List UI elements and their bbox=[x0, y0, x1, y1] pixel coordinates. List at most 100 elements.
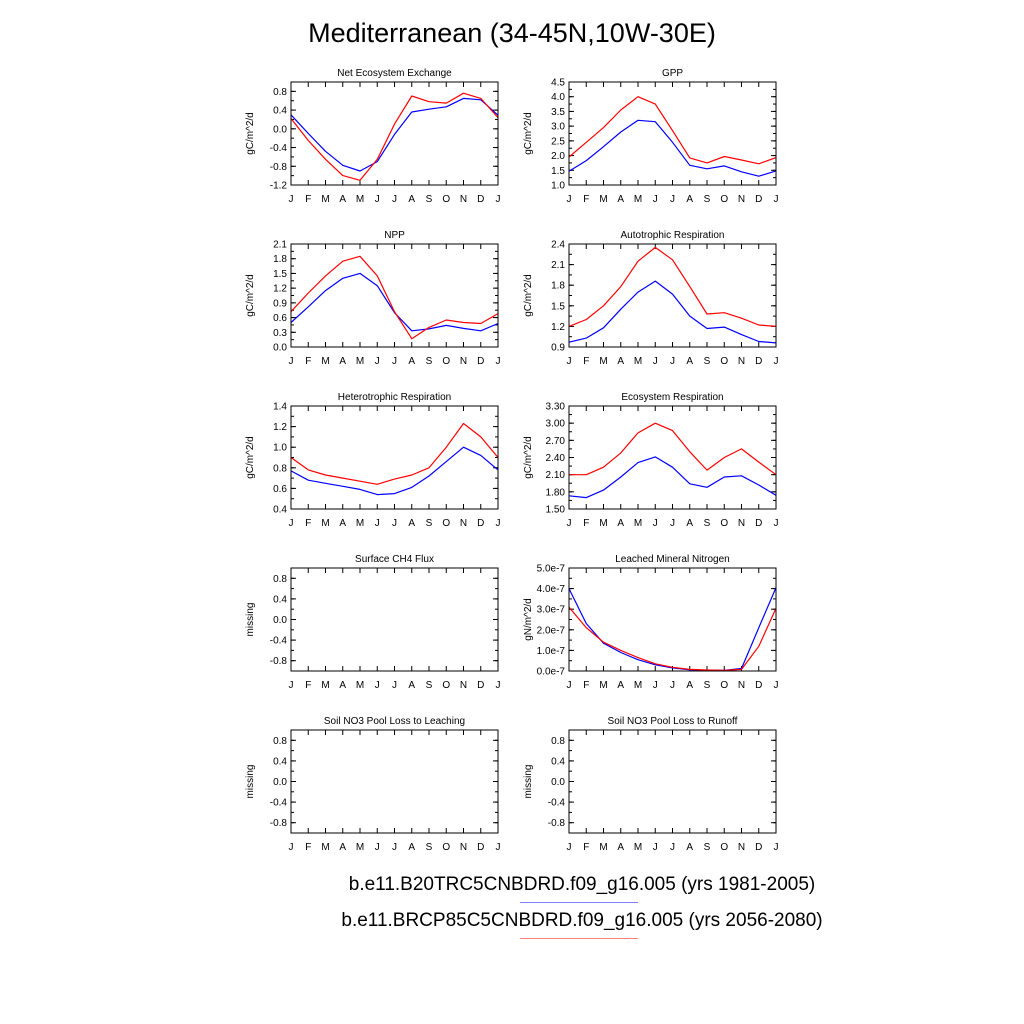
y-tick-label: -0.8 bbox=[548, 818, 566, 829]
x-tick-label: J bbox=[567, 842, 572, 853]
x-tick-label: F bbox=[583, 518, 589, 529]
panel-title: Soil NO3 Pool Loss to Runoff bbox=[608, 716, 738, 727]
x-tick-label: J bbox=[289, 356, 294, 367]
series-line-2 bbox=[290, 255, 499, 340]
y-tick-label: 4.5 bbox=[551, 78, 565, 89]
x-tick-label: D bbox=[477, 842, 484, 853]
x-tick-label: D bbox=[477, 518, 484, 529]
x-tick-label: J bbox=[653, 680, 658, 691]
x-tick-label: N bbox=[460, 356, 467, 367]
x-tick-label: N bbox=[738, 518, 745, 529]
y-axis-label: gC/m^2/d bbox=[523, 112, 534, 155]
x-tick-label: A bbox=[686, 194, 693, 205]
y-tick-label: 0.8 bbox=[273, 87, 287, 98]
y-tick-label: 2.1 bbox=[551, 260, 565, 271]
panel-4: Autotrophic Respiration gC/m^2/d 0.9 1.2 1.5… bbox=[523, 230, 779, 367]
x-tick-label: J bbox=[375, 680, 380, 691]
x-tick-label: D bbox=[477, 680, 484, 691]
panel-7: Surface CH4 Flux missing -0.8 -0.4 0.0 0.4 0.8… bbox=[245, 554, 501, 691]
x-tick-label: N bbox=[738, 356, 745, 367]
x-tick-label: J bbox=[567, 518, 572, 529]
y-tick-label: 0.9 bbox=[551, 343, 565, 354]
plot-frame bbox=[290, 243, 499, 348]
x-tick-label: J bbox=[392, 194, 397, 205]
x-tick-label: J bbox=[774, 680, 779, 691]
x-tick-label: S bbox=[704, 518, 711, 529]
x-tick-label: J bbox=[392, 356, 397, 367]
y-tick-label: 4.0 bbox=[551, 92, 565, 103]
x-tick-label: J bbox=[289, 680, 294, 691]
x-tick-label: M bbox=[634, 842, 642, 853]
series-line-2 bbox=[569, 422, 777, 476]
x-tick-label: A bbox=[617, 680, 624, 691]
panel-9: Soil NO3 Pool Loss to Leaching missing -0.… bbox=[245, 716, 501, 853]
plot-frame bbox=[568, 729, 777, 834]
panel-10: Soil NO3 Pool Loss to Runoff missing -0.8 -… bbox=[523, 716, 779, 853]
x-tick-label: S bbox=[704, 356, 711, 367]
y-tick-label: 0.0 bbox=[273, 615, 287, 626]
x-tick-label: A bbox=[408, 194, 415, 205]
plot-frame bbox=[568, 567, 777, 672]
x-tick-label: M bbox=[634, 680, 642, 691]
x-tick-label: D bbox=[755, 194, 762, 205]
x-tick-label: J bbox=[653, 194, 658, 205]
y-tick-label: 3.5 bbox=[551, 107, 565, 118]
x-tick-label: D bbox=[755, 680, 762, 691]
x-tick-label: J bbox=[670, 356, 675, 367]
x-tick-label: O bbox=[442, 518, 450, 529]
panel-title: Net Ecosystem Exchange bbox=[337, 68, 452, 79]
y-tick-label: 0.0 bbox=[273, 343, 287, 354]
series-line-1 bbox=[568, 280, 777, 344]
y-tick-label: 1.4 bbox=[273, 402, 287, 413]
legend-line-case2 bbox=[520, 938, 638, 939]
y-tick-label: 0.3 bbox=[273, 328, 287, 339]
x-tick-label: M bbox=[356, 356, 364, 367]
x-tick-label: J bbox=[653, 356, 658, 367]
x-tick-label: F bbox=[583, 842, 589, 853]
series-line-1 bbox=[568, 587, 777, 672]
y-tick-label: 0.8 bbox=[273, 463, 287, 474]
y-tick-label: 3.00 bbox=[546, 419, 566, 430]
x-tick-label: J bbox=[289, 194, 294, 205]
x-tick-label: M bbox=[321, 518, 329, 529]
x-tick-label: S bbox=[426, 194, 433, 205]
x-tick-label: O bbox=[720, 680, 728, 691]
y-tick-label: 0.8 bbox=[551, 736, 565, 747]
y-tick-label: -0.4 bbox=[270, 636, 288, 647]
y-axis-label: gN/m^2/d bbox=[523, 598, 534, 641]
y-tick-label: 3.0e-7 bbox=[537, 605, 566, 616]
y-tick-label: 3.30 bbox=[546, 402, 566, 413]
series-line-2 bbox=[290, 422, 499, 485]
x-tick-label: J bbox=[774, 842, 779, 853]
y-tick-label: 5.0e-7 bbox=[537, 564, 566, 575]
x-tick-label: F bbox=[583, 194, 589, 205]
series-line-2 bbox=[568, 606, 777, 672]
y-tick-label: 2.1 bbox=[273, 240, 287, 251]
x-tick-label: A bbox=[686, 842, 693, 853]
legend-label-case1: b.e11.B20TRC5CNBDRD.f09_g16.005 (yrs 198… bbox=[348, 874, 816, 895]
x-tick-label: M bbox=[599, 842, 607, 853]
x-tick-label: M bbox=[356, 194, 364, 205]
x-tick-label: J bbox=[392, 680, 397, 691]
y-axis-label: missing bbox=[245, 603, 256, 637]
y-tick-label: -0.8 bbox=[270, 818, 288, 829]
plot-frame bbox=[568, 81, 777, 186]
x-tick-label: M bbox=[356, 518, 364, 529]
x-tick-label: A bbox=[339, 680, 346, 691]
y-tick-label: -0.4 bbox=[548, 798, 566, 809]
x-tick-label: M bbox=[321, 356, 329, 367]
x-tick-label: O bbox=[442, 842, 450, 853]
x-tick-label: N bbox=[738, 680, 745, 691]
x-tick-label: J bbox=[496, 356, 501, 367]
y-axis-label: missing bbox=[245, 765, 256, 799]
y-axis-label: gC/m^2/d bbox=[523, 436, 534, 479]
y-axis-label: gC/m^2/d bbox=[245, 112, 256, 155]
panel-title: Autotrophic Respiration bbox=[621, 230, 725, 241]
x-tick-label: M bbox=[599, 194, 607, 205]
y-tick-label: 0.0e-7 bbox=[537, 667, 566, 678]
x-tick-label: S bbox=[704, 680, 711, 691]
y-tick-label: -0.8 bbox=[270, 162, 288, 173]
x-tick-label: M bbox=[356, 842, 364, 853]
y-tick-label: 0.4 bbox=[273, 594, 287, 605]
